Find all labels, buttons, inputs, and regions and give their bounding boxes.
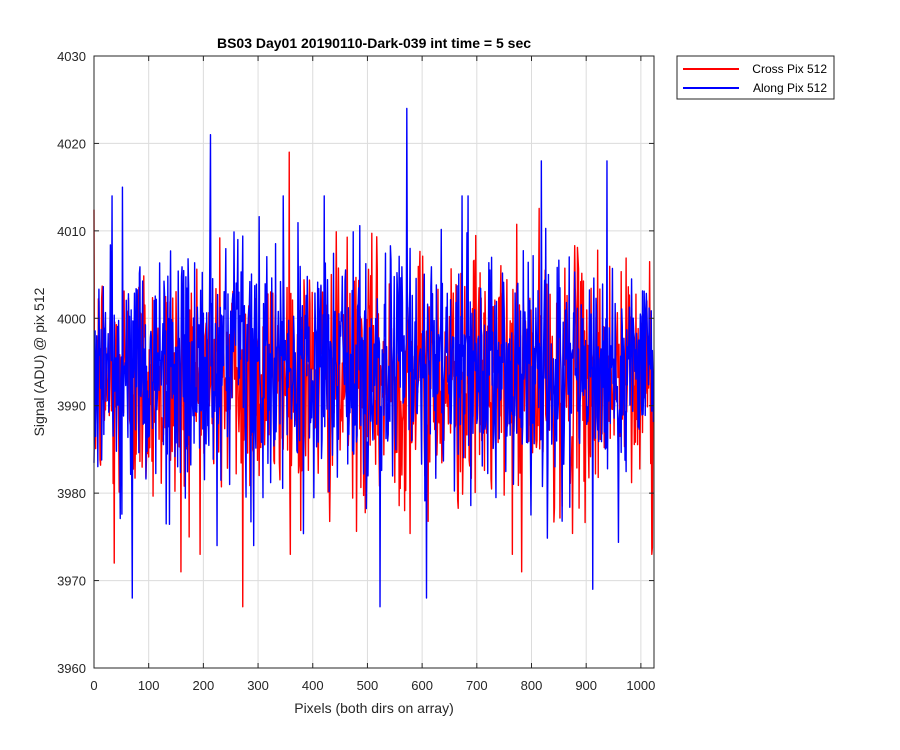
legend-label-cross: Cross Pix 512	[752, 62, 827, 76]
plot-frame	[93, 55, 655, 669]
y-axis-label: Signal (ADU) @ pix 512	[31, 287, 47, 436]
x-tick-label: 100	[138, 678, 160, 693]
legend: Cross Pix 512 Along Pix 512	[676, 55, 835, 100]
legend-box	[676, 55, 835, 100]
y-tick-label: 4010	[57, 224, 86, 239]
x-tick-label: 400	[302, 678, 324, 693]
x-tick-label: 700	[466, 678, 488, 693]
y-tick-label: 4020	[57, 136, 86, 151]
y-tick-label: 3960	[57, 661, 86, 676]
legend-label-along: Along Pix 512	[753, 81, 827, 95]
x-tick-label: 0	[90, 678, 97, 693]
series-line-along-pix-512	[93, 107, 655, 608]
chart-title: BS03 Day01 20190110-Dark-039 int time = …	[217, 35, 531, 51]
x-tick-label: 1000	[626, 678, 655, 693]
x-axis-label: Pixels (both dirs on array)	[294, 700, 454, 716]
y-tick-label: 3990	[57, 399, 86, 414]
x-tick-label: 500	[357, 678, 379, 693]
y-tick-label: 4000	[57, 311, 86, 326]
series-lines	[93, 107, 655, 608]
x-tick-label: 800	[521, 678, 543, 693]
x-tick-label: 200	[193, 678, 215, 693]
x-tick-label: 300	[247, 678, 269, 693]
x-tick-label: 900	[575, 678, 597, 693]
axis-ticks: 0 100 200 300 400 500 600 700 800 900 1000 3960 3970…	[57, 49, 655, 693]
x-tick-label: 600	[411, 678, 433, 693]
y-tick-label: 3980	[57, 486, 86, 501]
y-tick-label: 4030	[57, 49, 86, 64]
y-tick-label: 3970	[57, 574, 86, 589]
